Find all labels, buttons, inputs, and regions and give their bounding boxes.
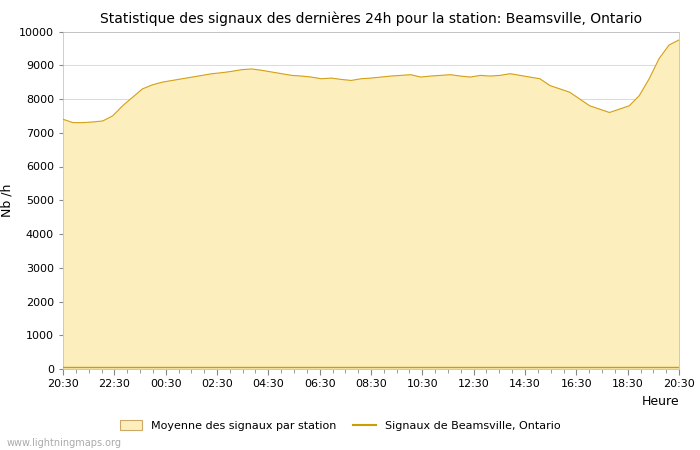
Legend: Moyenne des signaux par station, Signaux de Beamsville, Ontario: Moyenne des signaux par station, Signaux… — [120, 420, 560, 431]
Y-axis label: Nb /h: Nb /h — [1, 184, 13, 217]
Text: www.lightningmaps.org: www.lightningmaps.org — [7, 438, 122, 448]
X-axis label: Heure: Heure — [641, 395, 679, 408]
Title: Statistique des signaux des dernières 24h pour la station: Beamsville, Ontario: Statistique des signaux des dernières 24… — [100, 12, 642, 26]
